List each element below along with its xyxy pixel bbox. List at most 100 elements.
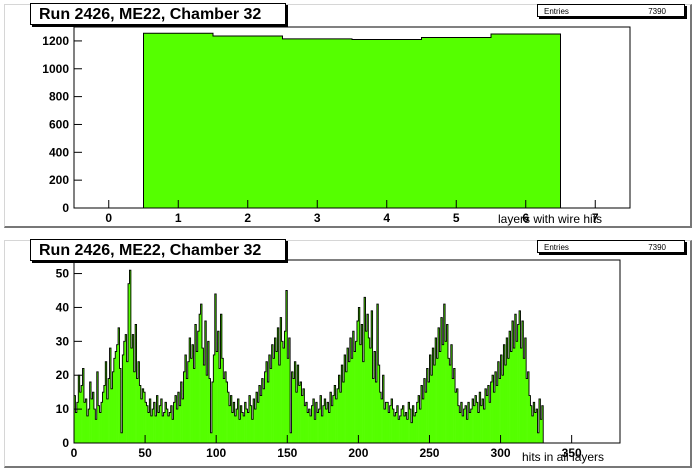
histogram-bin (136, 378, 139, 443)
histogram-bin (497, 361, 500, 443)
histogram-panel-layers: 0 200 400 600 800 1000 1200 0 1 2 3 4 5 6 7 Run 2426, … (0, 0, 696, 232)
histogram-bin (479, 392, 481, 443)
histogram-bin (140, 398, 143, 443)
histogram-bin (467, 402, 470, 443)
histogram-bin (368, 337, 371, 443)
histogram-bin (292, 378, 295, 443)
histogram-bin (484, 388, 487, 443)
histogram-bin (103, 385, 106, 443)
histogram-bar (491, 33, 561, 208)
histogram-bin (408, 402, 410, 443)
histogram-bin (327, 402, 329, 443)
histogram-bin (393, 415, 396, 443)
histogram-bin (101, 402, 103, 443)
histogram-bin (130, 348, 133, 443)
histogram-bin (172, 419, 174, 443)
y-tick-label: 200 (49, 173, 69, 187)
histogram-bin (173, 402, 176, 443)
histogram-bin (261, 378, 264, 443)
histogram-bin (163, 412, 166, 443)
histogram-bin (318, 409, 321, 443)
histogram-outline (73, 269, 544, 443)
histogram-bin (152, 409, 154, 443)
histogram-bin (109, 348, 112, 443)
histogram-bin (342, 382, 345, 443)
histogram-bin (537, 432, 540, 443)
histogram-bin (337, 388, 339, 443)
histogram-bin (294, 361, 297, 443)
histogram-bin (514, 314, 517, 443)
histogram-bin (155, 415, 157, 443)
histogram-bin (355, 341, 358, 443)
histogram-bin (410, 422, 413, 443)
histogram-bin (189, 337, 191, 443)
histogram-bin (439, 351, 442, 443)
histogram-bin (82, 368, 85, 443)
histogram-bin (541, 405, 544, 443)
histogram-bin (273, 358, 275, 443)
histogram-bin (531, 415, 534, 443)
y-tick-label: 10 (56, 402, 70, 416)
histogram-bin (233, 402, 235, 443)
histogram-bin (79, 392, 82, 443)
histogram-bin (362, 361, 365, 443)
histogram-bin (490, 382, 493, 443)
histogram-bin (374, 351, 376, 443)
histogram-bin (145, 402, 147, 443)
histogram-bin (75, 412, 78, 443)
histogram-bin (274, 337, 277, 443)
histogram-bin (516, 341, 518, 443)
histogram-bin (133, 371, 136, 443)
histogram-bin (450, 344, 453, 443)
histogram-bin (176, 409, 179, 443)
histogram-bin (137, 361, 140, 443)
histogram-bin (409, 409, 412, 443)
histogram-bin (207, 341, 210, 443)
histogram-bin (298, 385, 301, 443)
histogram-bin (277, 327, 280, 443)
stats-entries-value: 7390 (648, 243, 666, 252)
histogram-bin (405, 412, 408, 443)
histogram-bin (338, 375, 341, 443)
histogram-bin (418, 395, 420, 443)
histogram-bin (230, 395, 233, 443)
histogram-bin (494, 371, 497, 443)
histogram-bin (162, 415, 164, 443)
histogram-bin (284, 331, 287, 443)
histogram-bin (339, 392, 342, 443)
histogram-bin (457, 405, 460, 443)
histogram-bin (492, 375, 494, 443)
histogram-bin (253, 398, 255, 443)
histogram-bin (483, 409, 486, 443)
y-tick-label: 40 (56, 300, 70, 314)
x-tick-label: 7 (592, 211, 599, 225)
histogram-bin (271, 344, 274, 443)
histogram-bin (536, 409, 538, 443)
histogram-bin (527, 371, 530, 443)
histogram-bin (256, 392, 258, 443)
histogram-bin (228, 405, 231, 443)
stats-entries-label: Entries (544, 7, 569, 16)
histogram-bin (263, 388, 265, 443)
histogram-bin (98, 405, 100, 443)
histogram-bin (305, 402, 308, 443)
histogram-bin (399, 415, 402, 443)
histogram-bin (351, 358, 353, 443)
x-tick-label: 150 (277, 446, 297, 460)
histogram-bin (300, 382, 302, 443)
histogram-bin (529, 395, 531, 443)
histogram-bin (385, 402, 388, 443)
stats-box: Entries 7390 (537, 4, 685, 17)
histogram-bin (422, 398, 425, 443)
x-tick-label: 1 (175, 211, 182, 225)
histogram-bin (250, 405, 253, 443)
x-tick-label: 100 (206, 446, 226, 460)
histogram-bin (486, 395, 489, 443)
histogram-bin (113, 358, 116, 443)
stats-box: Entries 7390 (537, 240, 685, 253)
histogram-bin (110, 388, 113, 443)
histogram-bin (456, 388, 459, 443)
x-tick-label: 50 (138, 446, 152, 460)
y-tick-label: 1000 (42, 62, 69, 76)
histogram-bin (304, 405, 307, 443)
